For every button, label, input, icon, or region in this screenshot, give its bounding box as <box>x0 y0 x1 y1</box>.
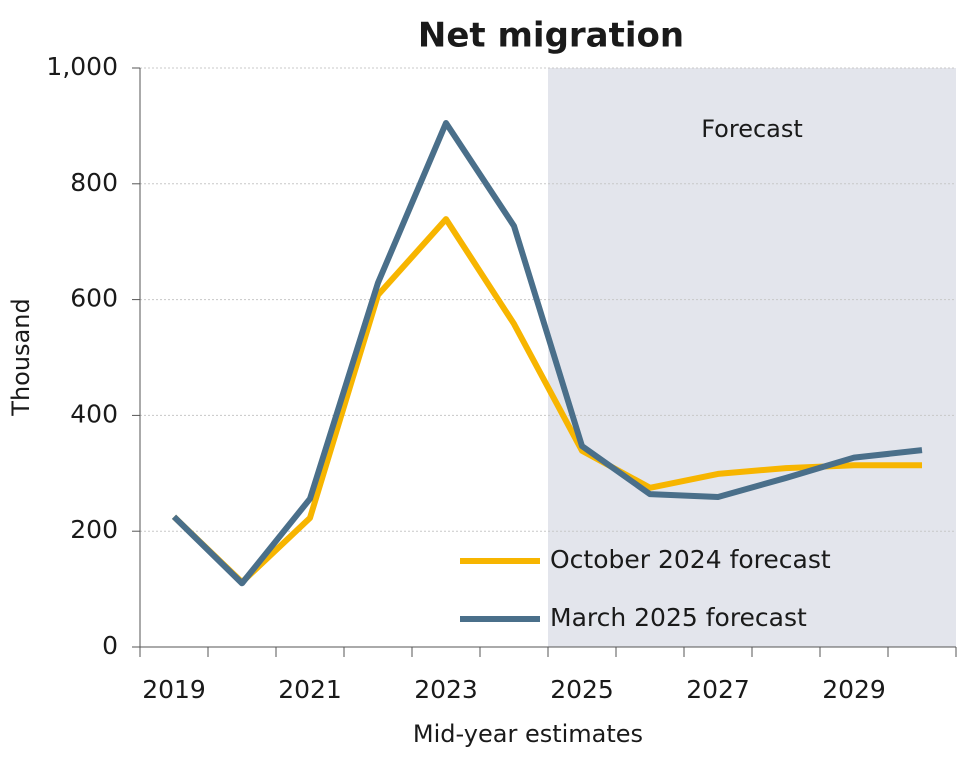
x-tick-label: 2021 <box>278 675 342 704</box>
legend-label: October 2024 forecast <box>550 545 831 574</box>
x-tick-label: 2023 <box>414 675 478 704</box>
x-tick-label: 2025 <box>550 675 614 704</box>
series-line <box>171 120 923 587</box>
forecast-label: Forecast <box>701 115 803 143</box>
x-tick-label: 2019 <box>142 675 206 704</box>
y-tick-label: 200 <box>70 515 118 544</box>
y-tick-label: 800 <box>70 168 118 197</box>
y-tick-label: 400 <box>70 399 118 428</box>
x-tick-label: 2027 <box>686 675 750 704</box>
forecast-region <box>548 68 956 647</box>
chart-title: Net migration <box>418 16 684 56</box>
x-tick-label: 2029 <box>822 675 886 704</box>
y-tick-label: 1,000 <box>46 52 118 81</box>
series-line <box>171 216 922 586</box>
y-tick-label: 600 <box>70 284 118 313</box>
y-axis-label: Thousand <box>7 298 35 416</box>
y-tick-label: 0 <box>102 631 118 660</box>
x-axis-label: Mid-year estimates <box>413 720 643 748</box>
legend-label: March 2025 forecast <box>550 603 807 632</box>
